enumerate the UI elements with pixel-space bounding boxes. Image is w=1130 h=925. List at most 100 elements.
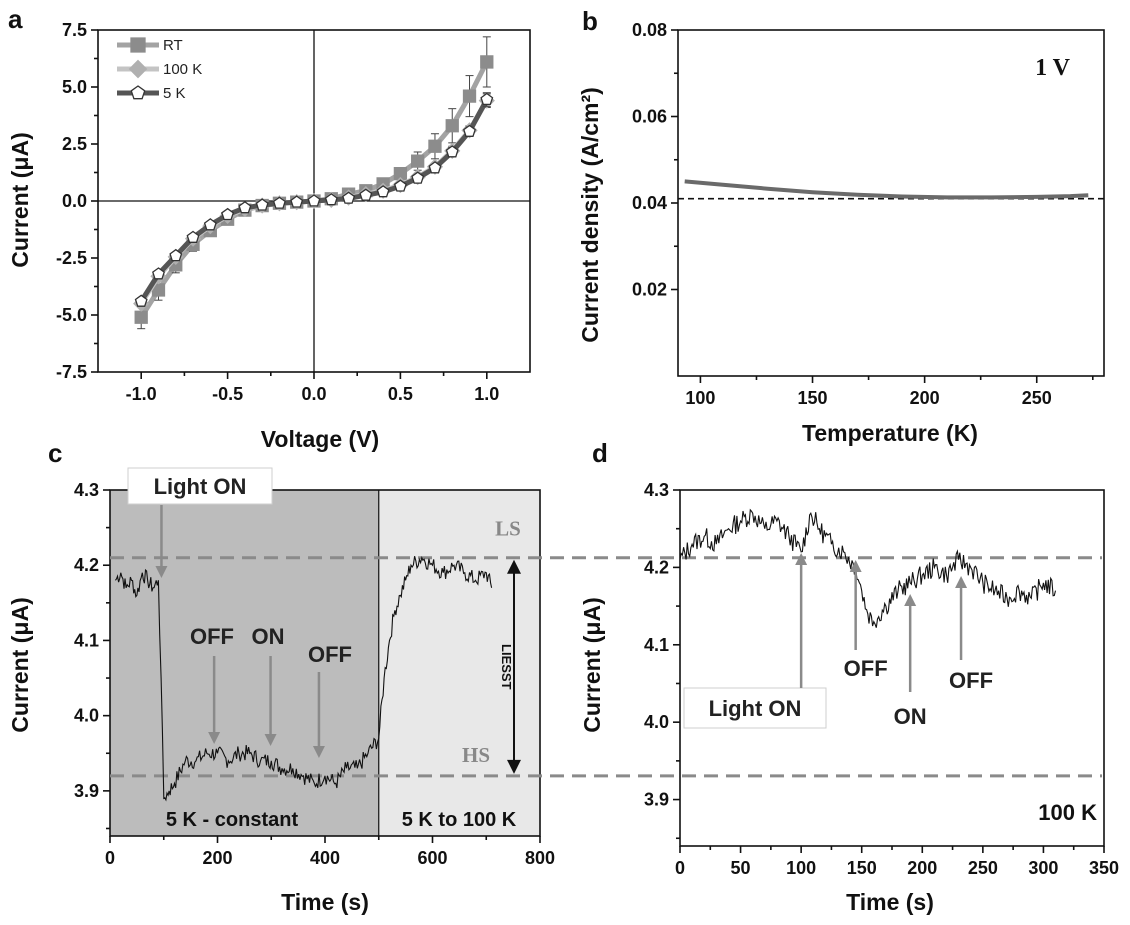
panel-c-x-tick-label: 200 — [202, 848, 232, 868]
panel-d-x-tick-label: 50 — [731, 858, 751, 878]
panel-c-ls-label: LS — [495, 517, 521, 541]
panel-b-x-tick-label: 250 — [1022, 388, 1052, 408]
panel-a-y-tick-label: 5.0 — [62, 77, 87, 97]
panel-d-x-tick-label: 0 — [675, 858, 685, 878]
panel-d-off-label-2: OFF — [949, 668, 993, 693]
panel-a-series-5k-point — [376, 185, 390, 198]
panel-b-x-axis-label: Temperature (K) — [802, 420, 978, 446]
panel-a-x-axis-label: Voltage (V) — [261, 426, 379, 452]
panel-a-series-5k-point — [290, 195, 304, 208]
panel-a-series-rt-point — [151, 283, 166, 297]
panel-b-y-tick-label: 0.08 — [632, 20, 667, 40]
panel-a-series-rt-point — [411, 154, 425, 168]
panel-a-x-tick-label: -0.5 — [212, 384, 243, 404]
panel-a: a -1.0 -0.5 0.0 0.5 1.0 -7.5 -5.0 -2.5 0.0 2.5 5.0… — [7, 4, 531, 452]
panel-a-series-5k-point — [463, 124, 476, 137]
panel-c-region-warming — [378, 490, 540, 836]
panel-c-y-tick-label: 3.9 — [74, 781, 99, 801]
panel-c-off-label-1: OFF — [190, 624, 234, 649]
panel-c-off-arrow-1-head — [208, 732, 221, 744]
panel-c-x-axis-label: Time (s) — [281, 889, 369, 915]
panel-a-series-5k-point — [393, 179, 407, 192]
panel-c-y-tick-label: 4.0 — [74, 706, 99, 726]
panel-label-c: c — [48, 438, 62, 468]
panel-a-series-rt-point — [428, 139, 442, 153]
panel-d-y-tick-label: 4.0 — [644, 712, 669, 732]
panel-b-y-tick-label: 0.02 — [632, 280, 667, 300]
panel-d-x-tick-label: 250 — [968, 858, 998, 878]
panel-a-series-5k-point — [238, 200, 252, 214]
panel-c-x-tick-label: 600 — [417, 848, 447, 868]
panel-c-liesst-arrow-head-up — [507, 559, 521, 574]
panel-b-x-tick-label: 150 — [798, 388, 828, 408]
panel-a-plot-area: -1.0 -0.5 0.0 0.5 1.0 -7.5 -5.0 -2.5 0.0 2.5 5.0 7.… — [56, 20, 531, 404]
panel-c-region-label-warming: 5 K to 100 K — [402, 809, 517, 831]
panel-d-y-tick-label: 4.2 — [644, 557, 669, 577]
panel-d-x-tick-label: 350 — [1089, 858, 1119, 878]
panel-d-x-tick-label: 200 — [907, 858, 937, 878]
panel-a-series-5k-point — [152, 267, 165, 280]
panel-label-b: b — [582, 6, 598, 36]
panel-d-series-trace — [679, 508, 1057, 628]
panel-c-hs-label: HS — [462, 743, 490, 767]
panel-b-x-tick-label: 100 — [685, 388, 715, 408]
panel-a-series-5k-point — [428, 161, 442, 174]
panel-c-light-on-box — [127, 467, 273, 505]
panel-d-y-tick-label: 4.1 — [644, 635, 669, 655]
panel-c-x-tick-label: 0 — [105, 848, 115, 868]
panel-a-series-rt-point — [134, 310, 148, 324]
panel-d-plot-area: 0 50 100 150 200 250 300 350 3.9 4.0 4.1 4.2 4.3 Ligh… — [644, 480, 1119, 878]
panel-a-series-5k-point — [307, 194, 321, 207]
panel-a-y-axis-label: Current (μA) — [7, 132, 33, 267]
panel-c-y-tick-label: 4.1 — [74, 630, 99, 650]
panel-a-x-tick-label: 0.0 — [301, 384, 326, 404]
panel-c-light-on-arrow-head — [155, 566, 168, 578]
panel-a-y-tick-label: -7.5 — [56, 362, 87, 382]
panel-a-y-tick-label: -2.5 — [56, 248, 87, 268]
panel-b-plot-area: 100 150 200 250 0.02 0.04 0.06 0.08 — [632, 20, 1105, 408]
panel-a-y-tick-label: -5.0 — [56, 305, 87, 325]
panel-d-frame — [679, 489, 1105, 847]
legend-label-100k: 100 K — [163, 61, 202, 78]
panel-d-off-arrow-2-head — [955, 576, 968, 588]
panel-a-y-tick-label: 7.5 — [62, 20, 87, 40]
panel-a-series-5k-point — [255, 198, 269, 211]
panel-c-on-arrow-head — [264, 734, 277, 746]
panel-b-y-axis-label: Current density (A/cm²) — [577, 87, 603, 343]
panel-a-x-tick-label: 1.0 — [474, 384, 499, 404]
panel-b-y-tick-label: 0.06 — [632, 107, 667, 127]
panel-c-series-trace — [114, 555, 493, 802]
panel-label-d: d — [592, 438, 608, 468]
panel-c-x-tick-label: 800 — [525, 848, 555, 868]
panel-d-y-tick-label: 4.3 — [644, 480, 669, 500]
panel-c: c 0 200 400 600 800 3.9 4.0 4.1 4.2 4.3 LS HS LIESST… — [7, 438, 1102, 915]
panel-c-y-tick-label: 4.2 — [74, 555, 99, 575]
panel-a-series-5k-point — [186, 230, 200, 243]
panel-d-x-tick-label: 150 — [847, 858, 877, 878]
legend-swatch-marker — [128, 59, 148, 79]
panel-c-on-label: ON — [252, 624, 285, 649]
panel-c-region-label-constant: 5 K - constant — [166, 809, 299, 831]
panel-a-legend: RT 100 K 5 K — [117, 37, 202, 102]
legend-label-5k: 5 K — [163, 85, 186, 102]
panel-c-x-tick-label: 400 — [310, 848, 340, 868]
panel-a-series-5k-point — [169, 248, 183, 262]
panel-a-series-5k-point — [134, 294, 148, 307]
panel-d-x-tick-label: 100 — [786, 858, 816, 878]
panel-c-region-constant — [110, 490, 379, 836]
panel-d-on-arrow-head — [904, 594, 917, 606]
panel-c-y-axis-label: Current (μA) — [7, 597, 33, 732]
panel-d-off-arrow-1-head — [849, 560, 862, 572]
panel-a-series-rt-point — [480, 55, 494, 69]
panel-d-x-tick-label: 300 — [1028, 858, 1058, 878]
panel-b: b 100 150 200 250 0.02 0.04 0.06 0.08 Temperatu… — [577, 6, 1105, 446]
legend-swatch-marker — [130, 85, 146, 100]
panel-a-y-tick-label: 2.5 — [62, 134, 87, 154]
panel-a-series-5k-point — [324, 193, 338, 206]
panel-b-series-line — [684, 179, 1089, 200]
panel-b-voltage-annotation: 1 V — [1035, 55, 1071, 81]
panel-c-off-label-2: OFF — [308, 642, 352, 667]
legend-label-rt: RT — [163, 37, 183, 54]
panel-a-series-5k-point — [411, 171, 425, 184]
panel-b-x-tick-label: 200 — [910, 388, 940, 408]
